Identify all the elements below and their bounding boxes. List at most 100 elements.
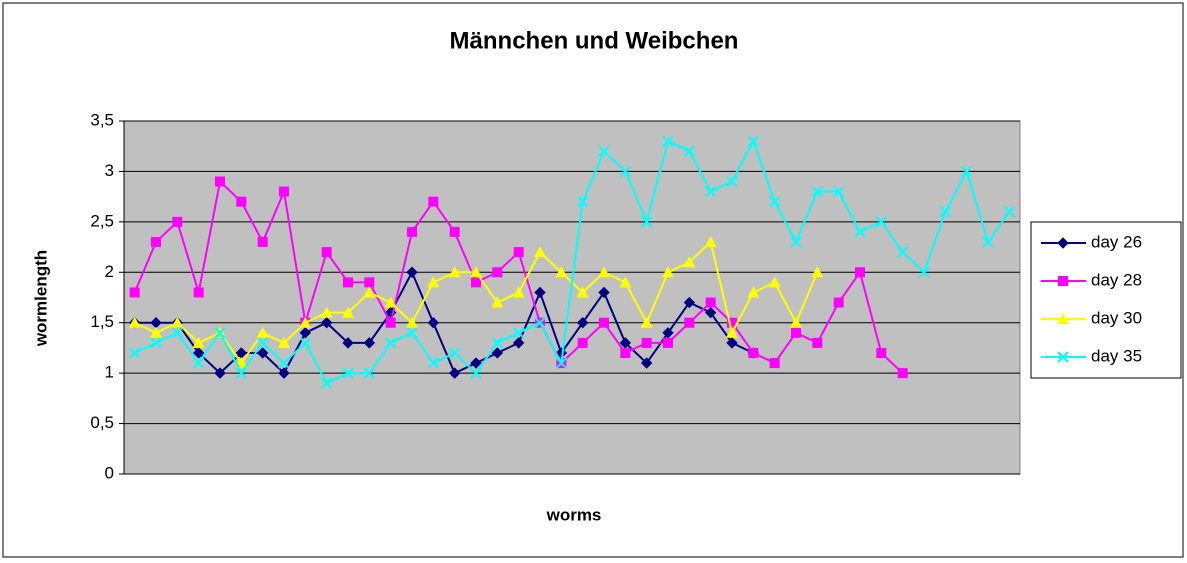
marker: [449, 226, 460, 237]
marker: [982, 236, 994, 248]
marker: [150, 326, 162, 338]
marker: [704, 236, 717, 248]
y-tick-label: 3: [105, 161, 114, 180]
marker: [171, 327, 184, 339]
marker: [192, 357, 205, 369]
y-tick-label: 1,5: [90, 312, 114, 331]
marker: [705, 297, 716, 308]
marker: [555, 266, 568, 278]
y-tick-label: 2,5: [90, 211, 114, 230]
marker: [172, 216, 183, 227]
marker: [214, 367, 226, 379]
marker: [662, 327, 674, 339]
marker: [534, 317, 546, 329]
marker: [278, 336, 290, 348]
marker: [448, 266, 461, 278]
marker: [640, 357, 653, 369]
marker: [193, 287, 204, 298]
x-axis-title: worms: [546, 505, 602, 524]
marker: [747, 286, 760, 298]
marker: [598, 286, 610, 299]
marker: [576, 286, 589, 298]
marker: [407, 226, 417, 237]
marker: [448, 347, 461, 359]
legend-marker: [1058, 276, 1068, 286]
marker: [747, 135, 760, 147]
marker: [343, 277, 353, 288]
marker: [555, 357, 568, 369]
marker: [683, 145, 696, 157]
marker: [619, 337, 632, 349]
y-axis-title: wormlength: [31, 250, 50, 347]
marker: [576, 317, 589, 329]
marker: [299, 337, 312, 349]
marker: [768, 276, 781, 288]
marker: [641, 337, 652, 348]
marker: [471, 277, 481, 288]
marker: [215, 176, 225, 187]
marker: [727, 317, 737, 328]
marker: [769, 358, 780, 369]
marker: [768, 195, 781, 208]
marker: [256, 337, 269, 349]
marker: [384, 337, 397, 349]
legend-label: day 26: [1091, 232, 1142, 251]
marker: [662, 135, 674, 147]
marker: [534, 286, 546, 299]
marker: [704, 306, 717, 319]
marker: [427, 357, 440, 369]
marker: [576, 195, 589, 208]
marker: [256, 326, 269, 338]
marker: [1003, 206, 1016, 218]
marker: [598, 145, 610, 157]
legend-marker: [1057, 237, 1069, 249]
marker: [257, 237, 268, 248]
marker: [619, 165, 632, 178]
marker: [128, 316, 141, 328]
marker: [299, 327, 312, 339]
marker: [939, 206, 952, 218]
plot-area: [123, 120, 1021, 475]
marker: [427, 317, 440, 329]
marker: [790, 236, 802, 248]
y-tick-label: 2: [105, 262, 114, 281]
marker: [470, 357, 482, 369]
marker: [960, 165, 973, 178]
marker: [320, 306, 333, 318]
marker: [512, 327, 525, 339]
marker: [726, 337, 738, 349]
marker: [512, 286, 525, 298]
marker: [363, 367, 376, 379]
marker: [320, 317, 333, 329]
marker: [171, 316, 184, 328]
marker: [726, 326, 738, 338]
marker: [876, 347, 887, 358]
legend-label: day 28: [1091, 270, 1142, 289]
marker: [342, 367, 354, 379]
marker: [363, 337, 376, 349]
marker: [278, 357, 290, 369]
marker: [192, 336, 205, 348]
marker: [683, 296, 696, 309]
y-tick-label: 3,5: [90, 110, 114, 129]
marker: [364, 277, 375, 288]
marker: [448, 367, 461, 379]
marker: [684, 317, 695, 328]
marker: [855, 267, 865, 278]
marker: [897, 368, 908, 379]
marker: [150, 337, 162, 349]
marker: [812, 337, 823, 348]
marker: [663, 337, 673, 348]
marker: [577, 337, 588, 348]
marker: [619, 276, 632, 288]
legend-box: [1030, 221, 1182, 379]
legend-marker: [1057, 313, 1069, 324]
y-tick-label: 0,5: [90, 413, 114, 432]
marker: [491, 296, 504, 308]
marker: [534, 246, 546, 258]
marker: [918, 266, 930, 278]
marker: [832, 185, 845, 198]
marker: [704, 185, 717, 198]
marker: [342, 337, 354, 349]
